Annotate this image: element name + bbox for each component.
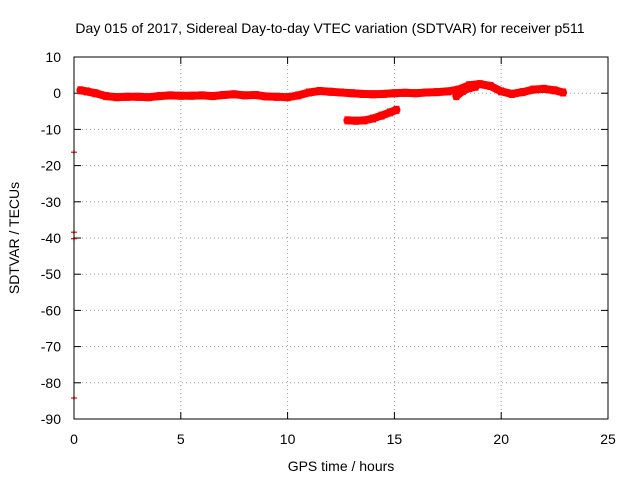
data-point bbox=[209, 92, 216, 101]
y-axis-ticks: 10 0 -10 -20 -30 -40 -50 -60 -70 -80 -90 bbox=[41, 49, 608, 427]
y-tick-label: -90 bbox=[41, 411, 61, 427]
data-point bbox=[348, 89, 355, 98]
data-point bbox=[327, 87, 334, 96]
data-point bbox=[103, 92, 110, 101]
data-point bbox=[167, 91, 174, 100]
data-point bbox=[540, 84, 547, 93]
data-point bbox=[487, 81, 494, 90]
data-point bbox=[530, 85, 537, 94]
data-point bbox=[560, 88, 567, 97]
data-point bbox=[252, 91, 259, 100]
y-tick-label: 0 bbox=[53, 85, 61, 101]
data-point bbox=[359, 89, 366, 98]
data-point bbox=[177, 91, 184, 100]
data-point bbox=[77, 86, 84, 95]
x-tick-label: 0 bbox=[70, 431, 78, 447]
data-point bbox=[92, 89, 99, 98]
y-tick-label: -60 bbox=[41, 302, 61, 318]
y-tick-label: -70 bbox=[41, 339, 61, 355]
y-axis-label: SDTVAR / TECUs bbox=[6, 182, 22, 294]
data-point bbox=[295, 91, 302, 100]
data-point bbox=[444, 87, 451, 96]
data-point bbox=[263, 92, 270, 101]
grid-lines bbox=[74, 57, 608, 419]
x-tick-label: 25 bbox=[600, 431, 616, 447]
data-point bbox=[466, 84, 473, 93]
plot-frame bbox=[73, 56, 609, 420]
data-point bbox=[352, 116, 359, 125]
data-point bbox=[344, 116, 351, 125]
y-tick-label: -30 bbox=[41, 194, 61, 210]
data-point bbox=[519, 88, 526, 97]
y-tick-label: -40 bbox=[41, 230, 61, 246]
x-tick-label: 5 bbox=[177, 431, 185, 447]
x-axis-ticks: 0 5 10 15 20 25 bbox=[70, 57, 616, 447]
data-point bbox=[434, 88, 441, 97]
x-axis-label: GPS time / hours bbox=[288, 458, 395, 474]
data-point bbox=[241, 91, 248, 100]
y-tick-label: 10 bbox=[45, 49, 61, 65]
x-tick-label: 10 bbox=[280, 431, 296, 447]
data-point bbox=[498, 87, 505, 96]
data-point bbox=[284, 93, 291, 102]
data-point bbox=[113, 93, 120, 102]
x-tick-label: 15 bbox=[387, 431, 403, 447]
y-tick-label: -10 bbox=[41, 121, 61, 137]
data-point bbox=[370, 114, 377, 123]
y-tick-label: -50 bbox=[41, 266, 61, 282]
data-point bbox=[156, 92, 163, 101]
data-point bbox=[338, 88, 344, 97]
data-point bbox=[476, 80, 483, 89]
data-point bbox=[145, 93, 152, 102]
data-point bbox=[199, 91, 206, 100]
data-point bbox=[508, 89, 515, 98]
x-tick-label: 20 bbox=[493, 431, 509, 447]
data-point bbox=[188, 91, 195, 100]
data-point bbox=[387, 108, 394, 117]
data-point bbox=[391, 89, 398, 98]
data-point bbox=[124, 92, 131, 101]
data-point bbox=[453, 92, 460, 101]
data-point bbox=[370, 90, 377, 99]
data-point bbox=[135, 92, 142, 101]
data-point bbox=[83, 87, 90, 96]
series-trace bbox=[452, 82, 480, 101]
data-point bbox=[220, 91, 227, 100]
data-point bbox=[393, 105, 400, 114]
data-point bbox=[231, 90, 238, 99]
data-point bbox=[378, 111, 385, 120]
data-marks bbox=[71, 80, 568, 401]
data-point bbox=[380, 89, 387, 98]
y-tick-label: -20 bbox=[41, 158, 61, 174]
data-point bbox=[423, 88, 430, 97]
data-point bbox=[273, 92, 280, 101]
data-point bbox=[316, 87, 323, 96]
data-point bbox=[551, 86, 558, 95]
data-point bbox=[412, 89, 419, 98]
data-point bbox=[402, 88, 409, 97]
data-point bbox=[361, 116, 368, 125]
y-tick-label: -80 bbox=[41, 375, 61, 391]
chart-title: Day 015 of 2017, Sidereal Day-to-day VTE… bbox=[75, 20, 584, 36]
data-point bbox=[305, 88, 312, 97]
data-point bbox=[459, 87, 466, 96]
data-point bbox=[472, 82, 479, 91]
